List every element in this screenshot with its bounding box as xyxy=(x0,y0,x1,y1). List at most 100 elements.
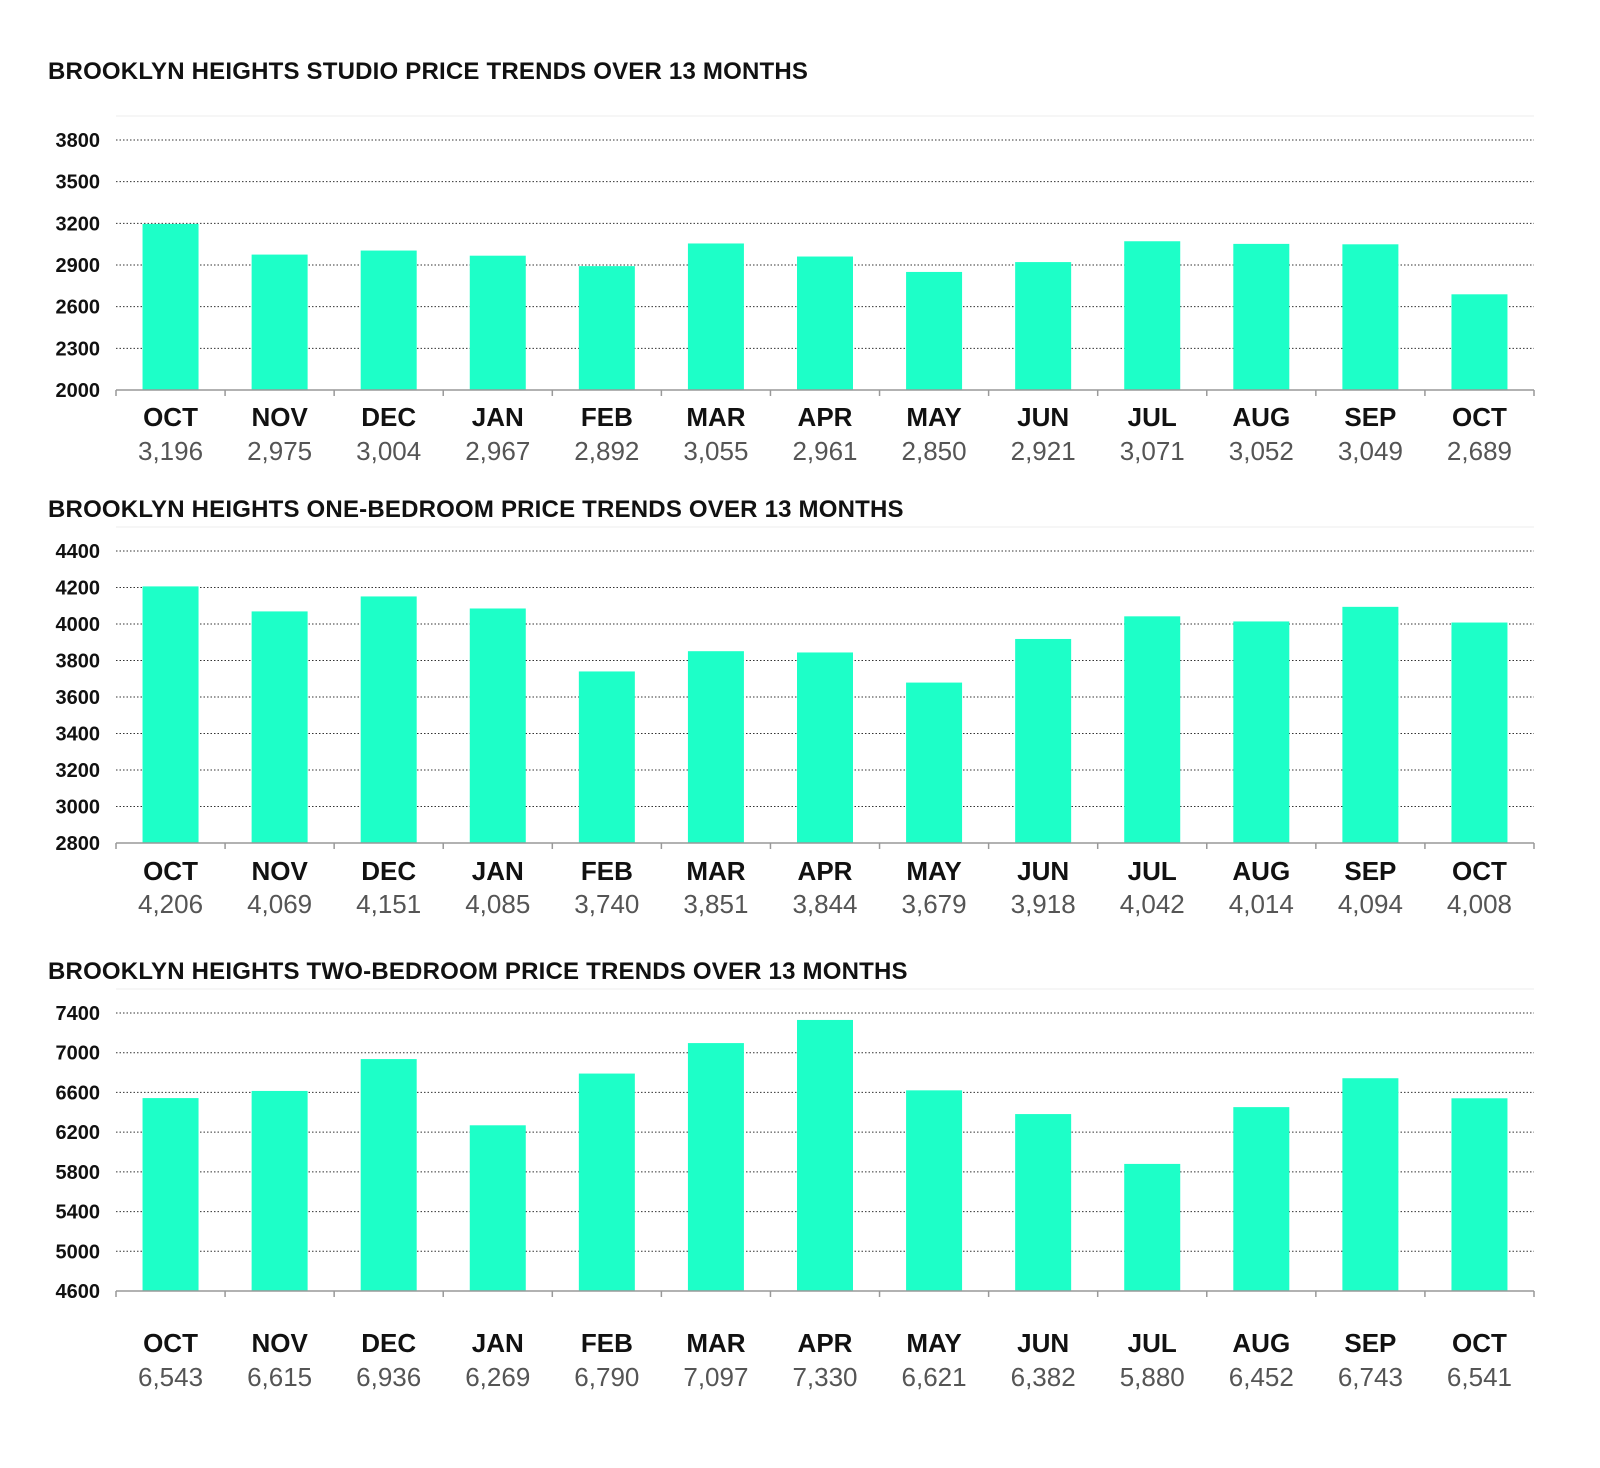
x-category-label: APR xyxy=(798,856,853,886)
bar xyxy=(578,671,635,843)
x-category-label: JAN xyxy=(472,856,524,886)
x-category-label: MAR xyxy=(686,1328,745,1358)
bar-value-label: 2,975 xyxy=(247,436,312,466)
y-tick-label: 3200 xyxy=(56,760,101,782)
two-bedroom-chart-title: BROOKLYN HEIGHTS TWO-BEDROOM PRICE TREND… xyxy=(48,958,908,985)
x-category-label: FEB xyxy=(581,856,633,886)
bar xyxy=(1015,638,1072,843)
x-category-label: JUL xyxy=(1128,856,1177,886)
bar xyxy=(578,266,635,390)
bar xyxy=(469,608,526,843)
bar-value-label: 4,094 xyxy=(1338,889,1403,919)
x-category-label: AUG xyxy=(1232,1328,1290,1358)
bar xyxy=(142,1098,199,1291)
bar-value-label: 7,097 xyxy=(683,1362,748,1392)
bar-value-label: 4,151 xyxy=(356,889,421,919)
bar xyxy=(360,596,417,843)
bar xyxy=(469,255,526,390)
bar-value-label: 6,615 xyxy=(247,1362,312,1392)
y-tick-label: 3800 xyxy=(56,651,101,673)
bar xyxy=(1015,1114,1072,1291)
bar xyxy=(1124,241,1181,390)
y-tick-label: 4400 xyxy=(56,541,101,563)
bar xyxy=(251,254,308,390)
bar-value-label: 6,269 xyxy=(465,1362,530,1392)
x-category-label: JAN xyxy=(472,1328,524,1358)
bar xyxy=(797,256,853,390)
y-tick-label: 3800 xyxy=(56,130,101,152)
y-tick-label: 6600 xyxy=(56,1082,101,1104)
bar xyxy=(469,1125,526,1291)
bar-value-label: 3,196 xyxy=(138,436,203,466)
bar-value-label: 3,071 xyxy=(1120,436,1185,466)
bar xyxy=(797,652,853,843)
x-category-label: OCT xyxy=(143,856,198,886)
x-category-label: AUG xyxy=(1232,402,1290,432)
y-tick-label: 3500 xyxy=(56,172,101,194)
bar-value-label: 4,008 xyxy=(1447,889,1512,919)
y-tick-label: 4000 xyxy=(56,614,101,636)
y-tick-label: 2600 xyxy=(56,297,101,319)
x-category-label: OCT xyxy=(1452,856,1507,886)
bar-value-label: 3,851 xyxy=(683,889,748,919)
two-bedroom-chart-plot: 4600 5000 5400 5800 6200 6600 7000 7400 OCT 6,543… xyxy=(56,988,1535,1392)
x-category-label: APR xyxy=(798,1328,853,1358)
bar xyxy=(906,1090,963,1291)
y-tick-label: 4200 xyxy=(56,578,101,600)
bar-value-label: 3,679 xyxy=(902,889,967,919)
bar-value-label: 6,936 xyxy=(356,1362,421,1392)
bar xyxy=(1233,1107,1290,1291)
bar-value-label: 2,921 xyxy=(1011,436,1076,466)
one-bedroom-chart-plot: 280030003200340036003800400042004400OCT4… xyxy=(56,526,1535,919)
bar xyxy=(251,611,308,843)
bar-value-label: 3,844 xyxy=(792,889,857,919)
bar-value-label: 3,740 xyxy=(574,889,639,919)
x-category-label: MAR xyxy=(686,856,745,886)
studio-chart-title: BROOKLYN HEIGHTS STUDIO PRICE TRENDS OVE… xyxy=(48,58,809,85)
x-category-label: NOV xyxy=(251,1328,308,1358)
bar xyxy=(1015,262,1072,390)
x-category-label: OCT xyxy=(143,1328,198,1358)
x-category-label: FEB xyxy=(581,402,633,432)
y-tick-label: 5000 xyxy=(56,1241,101,1263)
x-category-label: MAY xyxy=(906,1328,961,1358)
x-category-label: SEP xyxy=(1344,402,1396,432)
one-bedroom-chart-title: BROOKLYN HEIGHTS ONE-BEDROOM PRICE TREND… xyxy=(48,496,904,523)
bar-value-label: 2,892 xyxy=(574,436,639,466)
y-tick-label: 3400 xyxy=(56,724,101,746)
bar-value-label: 5,880 xyxy=(1120,1362,1185,1392)
x-category-label: OCT xyxy=(1452,402,1507,432)
bar-value-label: 3,049 xyxy=(1338,436,1403,466)
bar-value-label: 2,850 xyxy=(902,436,967,466)
x-category-label: JUL xyxy=(1128,1328,1177,1358)
y-tick-label: 2900 xyxy=(56,255,101,277)
bar xyxy=(1451,1098,1508,1291)
bar-value-label: 6,790 xyxy=(574,1362,639,1392)
bar-value-label: 4,069 xyxy=(247,889,312,919)
one-bedroom-chart: BROOKLYN HEIGHTS ONE-BEDROOM PRICE TREND… xyxy=(0,470,1600,940)
two-bedroom-chart: BROOKLYN HEIGHTS TWO-BEDROOM PRICE TREND… xyxy=(0,940,1600,1468)
bar-value-label: 6,743 xyxy=(1338,1362,1403,1392)
x-category-label: JUL xyxy=(1128,402,1177,432)
x-category-label: DEC xyxy=(361,856,416,886)
bar xyxy=(1124,1163,1181,1291)
bar xyxy=(142,586,199,843)
bar xyxy=(797,1019,853,1291)
y-tick-label: 2000 xyxy=(56,380,101,402)
studio-chart-plot: 2000 2300 2600 2900 3200 3500 3800 OCT 3,196 NOV 2… xyxy=(56,115,1535,466)
bar xyxy=(1233,621,1290,843)
x-category-label: SEP xyxy=(1344,1328,1396,1358)
bar xyxy=(1342,1078,1399,1291)
bar xyxy=(1451,622,1508,843)
y-tick-label: 7000 xyxy=(56,1043,101,1065)
bar-value-label: 7,330 xyxy=(792,1362,857,1392)
x-category-label: JUN xyxy=(1017,402,1069,432)
studio-chart: BROOKLYN HEIGHTS STUDIO PRICE TRENDS OVE… xyxy=(0,0,1600,470)
bar xyxy=(1233,243,1290,390)
x-category-label: SEP xyxy=(1344,856,1396,886)
y-tick-label: 5400 xyxy=(56,1202,101,1224)
bar xyxy=(687,1043,744,1291)
bar xyxy=(1342,244,1399,390)
bar xyxy=(251,1090,308,1291)
bar-value-label: 3,052 xyxy=(1229,436,1294,466)
